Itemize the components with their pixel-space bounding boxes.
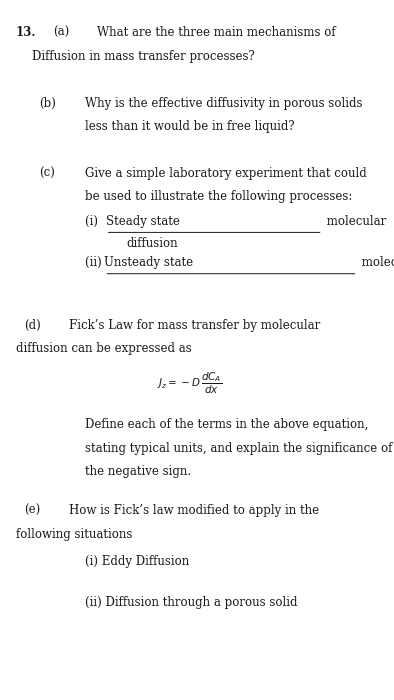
Text: (a): (a) bbox=[53, 26, 69, 39]
Text: diffusion can be expressed as: diffusion can be expressed as bbox=[16, 342, 191, 356]
Text: Unsteady state: Unsteady state bbox=[104, 256, 193, 270]
Text: molecular diffusion: molecular diffusion bbox=[358, 256, 394, 270]
Text: What are the three main mechanisms of: What are the three main mechanisms of bbox=[97, 26, 335, 39]
Text: Fick’s Law for mass transfer by molecular: Fick’s Law for mass transfer by molecula… bbox=[69, 318, 320, 332]
Text: Give a simple laboratory experiment that could: Give a simple laboratory experiment that… bbox=[85, 167, 366, 180]
Text: be used to illustrate the following processes:: be used to illustrate the following proc… bbox=[85, 190, 352, 204]
Text: (e): (e) bbox=[24, 504, 40, 517]
Text: less than it would be in free liquid?: less than it would be in free liquid? bbox=[85, 120, 294, 134]
Text: (i) Eddy Diffusion: (i) Eddy Diffusion bbox=[85, 555, 189, 568]
Text: (ii) Diffusion through a porous solid: (ii) Diffusion through a porous solid bbox=[85, 596, 297, 610]
Text: (i): (i) bbox=[85, 215, 102, 228]
Text: (b): (b) bbox=[39, 97, 56, 110]
Text: Why is the effective diffusivity in porous solids: Why is the effective diffusivity in poro… bbox=[85, 97, 362, 110]
Text: Define each of the terms in the above equation,: Define each of the terms in the above eq… bbox=[85, 418, 368, 431]
Text: (ii): (ii) bbox=[85, 256, 105, 270]
Text: Steady state: Steady state bbox=[106, 215, 180, 228]
Text: Diffusion in mass transfer processes?: Diffusion in mass transfer processes? bbox=[32, 50, 254, 63]
Text: stating typical units, and explain the significance of: stating typical units, and explain the s… bbox=[85, 442, 392, 455]
Text: 13.: 13. bbox=[16, 26, 36, 39]
Text: (d): (d) bbox=[24, 318, 41, 332]
Text: How is Fick’s law modified to apply in the: How is Fick’s law modified to apply in t… bbox=[69, 504, 319, 517]
Text: (c): (c) bbox=[39, 167, 55, 180]
Text: molecular: molecular bbox=[323, 215, 386, 228]
Text: $J_z = -D\,\dfrac{dC_A}{dx}$: $J_z = -D\,\dfrac{dC_A}{dx}$ bbox=[156, 371, 222, 396]
Text: the negative sign.: the negative sign. bbox=[85, 466, 191, 479]
Text: following situations: following situations bbox=[16, 528, 132, 541]
Text: diffusion: diffusion bbox=[126, 237, 178, 251]
